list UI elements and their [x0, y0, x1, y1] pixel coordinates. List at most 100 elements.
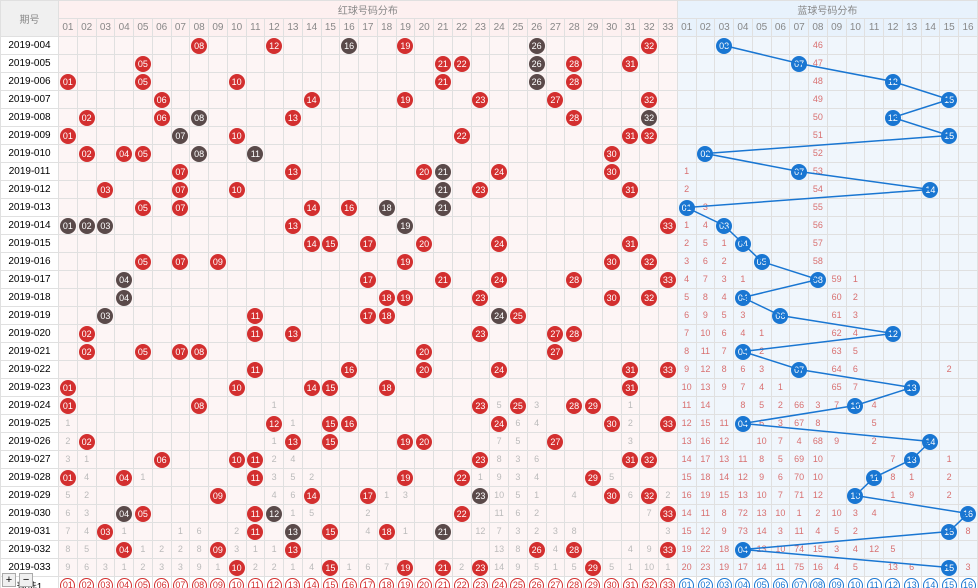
predict-red-cell[interactable]: 03 — [96, 577, 115, 588]
predict-red-cell[interactable]: 09 — [209, 577, 228, 588]
predict-red-cell[interactable]: 08 — [190, 577, 209, 588]
predict-ball[interactable]: 11 — [248, 578, 263, 588]
predict-ball-blue[interactable]: 13 — [904, 578, 919, 588]
add-button[interactable]: + — [2, 573, 16, 587]
predict-ball-blue[interactable]: 16 — [961, 578, 976, 588]
predict-red-cell[interactable]: 07 — [171, 577, 190, 588]
predict-red-cell[interactable]: 16 — [340, 577, 359, 588]
predict-blue-cell[interactable]: 04 — [734, 577, 753, 588]
predict-ball[interactable]: 23 — [473, 578, 488, 588]
predict-blue-cell[interactable]: 09 — [827, 577, 846, 588]
predict-ball[interactable]: 26 — [529, 578, 544, 588]
predict-red-cell[interactable]: 13 — [284, 577, 303, 588]
predict-ball[interactable]: 01 — [60, 578, 75, 588]
predict-red-cell[interactable]: 14 — [302, 577, 321, 588]
predict-red-cell[interactable]: 04 — [115, 577, 134, 588]
predict-ball[interactable]: 09 — [210, 578, 225, 588]
predict-red-cell[interactable]: 31 — [621, 577, 640, 588]
predict-ball[interactable]: 10 — [229, 578, 244, 588]
predict-blue-cell[interactable]: 10 — [846, 577, 865, 588]
predict-red-cell[interactable]: 32 — [640, 577, 659, 588]
predict-blue-cell[interactable]: 11 — [865, 577, 884, 588]
predict-red-cell[interactable]: 25 — [509, 577, 528, 588]
predict-red-cell[interactable]: 27 — [546, 577, 565, 588]
predict-blue-cell[interactable]: 13 — [902, 577, 921, 588]
predict-blue-cell[interactable]: 02 — [696, 577, 715, 588]
predict-ball-blue[interactable]: 11 — [867, 578, 882, 588]
predict-ball[interactable]: 20 — [417, 578, 432, 588]
predict-red-cell[interactable]: 01 — [59, 577, 78, 588]
predict-ball[interactable]: 03 — [98, 578, 113, 588]
predict-blue-cell[interactable]: 12 — [884, 577, 903, 588]
predict-ball[interactable]: 06 — [154, 578, 169, 588]
predict-red-cell[interactable]: 19 — [396, 577, 415, 588]
predict-ball-blue[interactable]: 04 — [735, 578, 750, 588]
predict-ball[interactable]: 31 — [623, 578, 638, 588]
predict-ball-blue[interactable]: 03 — [717, 578, 732, 588]
predict-red-cell[interactable]: 29 — [584, 577, 603, 588]
predict-ball-blue[interactable]: 01 — [679, 578, 694, 588]
predict-ball[interactable]: 12 — [267, 578, 282, 588]
predict-ball[interactable]: 21 — [435, 578, 450, 588]
predict-ball[interactable]: 08 — [192, 578, 207, 588]
predict-blue-cell[interactable]: 14 — [921, 577, 940, 588]
predict-blue-cell[interactable]: 03 — [715, 577, 734, 588]
predict-blue-cell[interactable]: 01 — [677, 577, 696, 588]
predict-ball[interactable]: 24 — [492, 578, 507, 588]
predict-red-cell[interactable]: 02 — [77, 577, 96, 588]
predict-ball[interactable]: 33 — [660, 578, 675, 588]
predict-ball[interactable]: 04 — [117, 578, 132, 588]
remove-button[interactable]: − — [19, 573, 33, 587]
predict-ball[interactable]: 19 — [398, 578, 413, 588]
predict-ball[interactable]: 18 — [379, 578, 394, 588]
predict-ball[interactable]: 14 — [304, 578, 319, 588]
predict-ball[interactable]: 16 — [342, 578, 357, 588]
predict-ball-blue[interactable]: 08 — [810, 578, 825, 588]
predict-red-cell[interactable]: 21 — [434, 577, 453, 588]
predict-red-cell[interactable]: 17 — [359, 577, 378, 588]
predict-blue-cell[interactable]: 08 — [809, 577, 828, 588]
predict-ball[interactable]: 28 — [567, 578, 582, 588]
predict-ball[interactable]: 27 — [548, 578, 563, 588]
predict-ball-blue[interactable]: 10 — [848, 578, 863, 588]
predict-red-cell[interactable]: 05 — [134, 577, 153, 588]
predict-ball[interactable]: 15 — [323, 578, 338, 588]
predict-red-cell[interactable]: 26 — [527, 577, 546, 588]
predict-red-cell[interactable]: 33 — [659, 577, 678, 588]
predict-ball-blue[interactable]: 12 — [885, 578, 900, 588]
predict-ball-blue[interactable]: 14 — [923, 578, 938, 588]
predict-ball[interactable]: 22 — [454, 578, 469, 588]
predict-blue-cell[interactable]: 07 — [790, 577, 809, 588]
predict-ball[interactable]: 17 — [360, 578, 375, 588]
predict-ball[interactable]: 30 — [604, 578, 619, 588]
predict-red-cell[interactable]: 24 — [490, 577, 509, 588]
predict-ball[interactable]: 32 — [642, 578, 657, 588]
predict-ball-blue[interactable]: 06 — [773, 578, 788, 588]
predict-blue-cell[interactable]: 16 — [959, 577, 978, 588]
predict-red-cell[interactable]: 28 — [565, 577, 584, 588]
predict-ball[interactable]: 13 — [285, 578, 300, 588]
predict-ball[interactable]: 29 — [585, 578, 600, 588]
predict-blue-cell[interactable]: 15 — [940, 577, 959, 588]
predict-ball-blue[interactable]: 07 — [792, 578, 807, 588]
predict-ball-blue[interactable]: 05 — [754, 578, 769, 588]
predict-blue-cell[interactable]: 05 — [752, 577, 771, 588]
predict-ball-blue[interactable]: 09 — [829, 578, 844, 588]
predict-red-cell[interactable]: 20 — [415, 577, 434, 588]
predict-red-cell[interactable]: 22 — [452, 577, 471, 588]
predict-ball[interactable]: 07 — [173, 578, 188, 588]
predict-red-cell[interactable]: 30 — [602, 577, 621, 588]
predict-ball[interactable]: 02 — [79, 578, 94, 588]
predict-ball[interactable]: 05 — [135, 578, 150, 588]
predict-red-cell[interactable]: 06 — [152, 577, 171, 588]
predict-ball[interactable]: 25 — [510, 578, 525, 588]
predict-ball-blue[interactable]: 15 — [942, 578, 957, 588]
predict-red-cell[interactable]: 18 — [377, 577, 396, 588]
predict-red-cell[interactable]: 23 — [471, 577, 490, 588]
predict-red-cell[interactable]: 12 — [265, 577, 284, 588]
predict-red-cell[interactable]: 15 — [321, 577, 340, 588]
predict-ball-blue[interactable]: 02 — [698, 578, 713, 588]
predict-red-cell[interactable]: 11 — [246, 577, 265, 588]
predict-red-cell[interactable]: 10 — [227, 577, 246, 588]
predict-blue-cell[interactable]: 06 — [771, 577, 790, 588]
